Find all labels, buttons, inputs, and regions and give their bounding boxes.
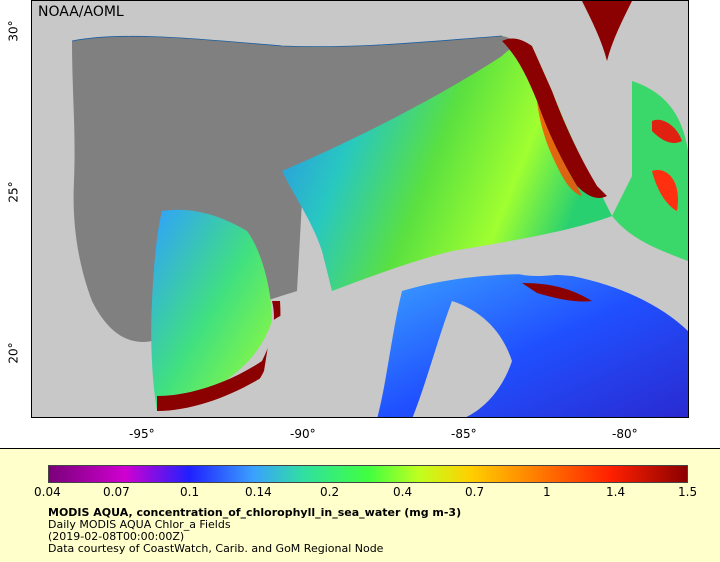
colorbar-tick-label: 0.2 bbox=[320, 485, 340, 499]
florida-coast-bloom bbox=[502, 38, 607, 198]
bahamas-bloom bbox=[652, 119, 682, 143]
lon-tick-label: -95° bbox=[129, 427, 155, 441]
cuba-coast-bloom bbox=[522, 283, 592, 302]
colorbar-tick-label: 0.14 bbox=[245, 485, 272, 499]
cuba-land bbox=[502, 246, 688, 281]
colorbar-tick-label: 0.7 bbox=[465, 485, 485, 499]
yucatan-land bbox=[233, 296, 400, 417]
gulf-chlorophyll-field bbox=[282, 44, 612, 291]
legend-credit: Data courtesy of CoastWatch, Carib. and … bbox=[48, 542, 384, 555]
campeche-coast-bloom bbox=[157, 301, 281, 411]
lon-tick-label: -90° bbox=[290, 427, 316, 441]
lon-tick-label: -85° bbox=[451, 427, 477, 441]
colorbar-tick-label: 0.04 bbox=[34, 485, 61, 499]
florida-land bbox=[532, 21, 633, 196]
colorbar bbox=[48, 465, 688, 483]
colorbar-tick-label: 0.4 bbox=[393, 485, 413, 499]
bahamas-bloom-2 bbox=[652, 170, 678, 211]
chlorophyll-map: NOAA/AOML bbox=[31, 0, 689, 418]
bay-of-campeche-field bbox=[151, 209, 272, 411]
lon-tick-label: -80° bbox=[612, 427, 638, 441]
colorbar-tick-label: 1.5 bbox=[678, 485, 698, 499]
colorbar-tick-label: 0.1 bbox=[180, 485, 200, 499]
colorbar-tick-label: 0.07 bbox=[103, 485, 130, 499]
map-canvas bbox=[71, 1, 688, 417]
coastline bbox=[71, 35, 503, 48]
colorbar-tick-label: 1 bbox=[543, 485, 551, 499]
lat-tick-label: 30° bbox=[6, 20, 21, 42]
atlantic-coast-bloom bbox=[582, 1, 632, 61]
legend-date: (2019-02-08T00:00:00Z) bbox=[48, 530, 185, 543]
organization-label: NOAA/AOML bbox=[38, 4, 124, 20]
colorbar-tick-label: 1.4 bbox=[606, 485, 626, 499]
central-america-land bbox=[412, 301, 512, 417]
legend-panel: 0.04 0.07 0.1 0.14 0.2 0.4 0.7 1 1.4 1.5… bbox=[0, 448, 720, 562]
lat-tick-label: 25° bbox=[6, 181, 21, 203]
legend-title: MODIS AQUA, concentration_of_chlorophyll… bbox=[48, 506, 462, 519]
lat-tick-label: 20° bbox=[6, 342, 21, 364]
legend-subtitle: Daily MODIS AQUA Chlor_a Fields bbox=[48, 518, 231, 531]
